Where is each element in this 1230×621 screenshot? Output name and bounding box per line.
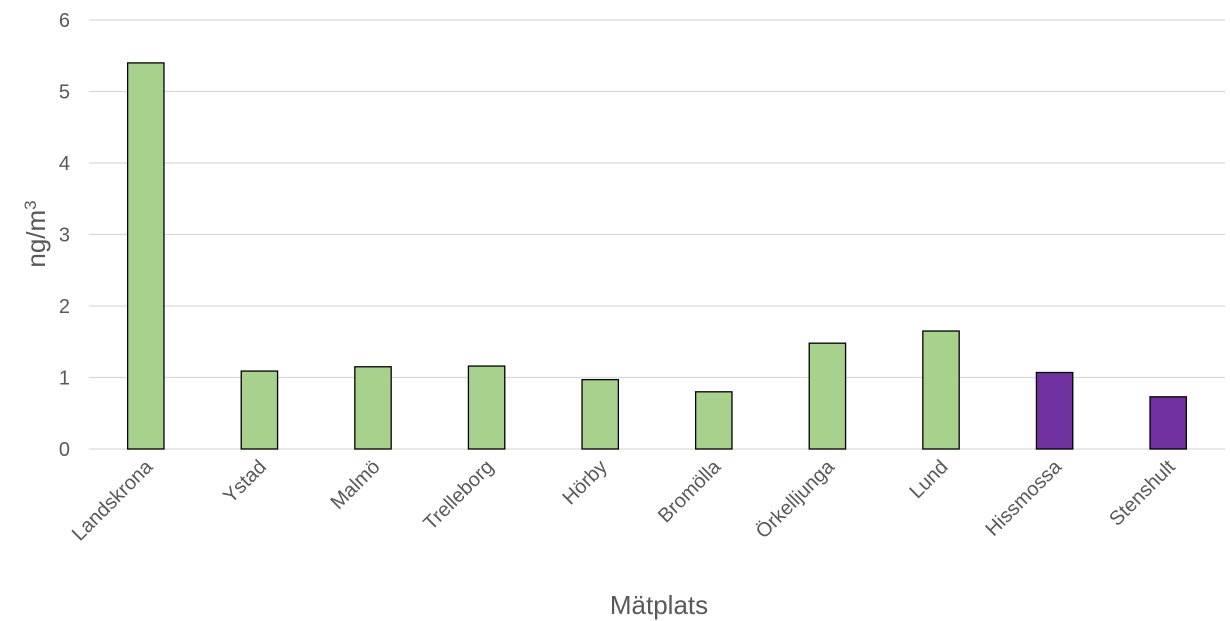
x-tick-label: Stenshult xyxy=(1105,456,1180,531)
bar-malmö xyxy=(354,366,392,450)
y-tick-label: 0 xyxy=(59,439,70,461)
bar-hissmossa xyxy=(1035,371,1074,450)
x-tick-label: Trelleborg xyxy=(419,456,498,535)
y-axis-title: ng/m3 xyxy=(21,200,52,267)
bar-stenshult xyxy=(1149,396,1188,450)
x-tick-label: Bromölla xyxy=(654,455,726,527)
gridlines xyxy=(89,19,1225,450)
y-tick-label: 3 xyxy=(59,225,70,247)
x-tick-label: Lund xyxy=(906,456,953,503)
y-axis-ticks: 0 1 2 3 4 5 6 xyxy=(59,10,70,461)
y-tick-label: 4 xyxy=(59,153,70,175)
x-tick-label: Malmö xyxy=(327,456,385,514)
bar-hörby xyxy=(581,378,620,450)
bar-örkelljunga xyxy=(808,342,847,450)
x-axis-title: Mätplats xyxy=(610,590,708,620)
x-tick-label: Ystad xyxy=(219,456,271,508)
y-tick-label: 2 xyxy=(59,296,70,318)
bar-trelleborg xyxy=(467,365,506,450)
bar-bromölla xyxy=(694,391,733,450)
y-axis-title-base: ng/m xyxy=(21,210,51,268)
x-tick-label: Landskrona xyxy=(68,455,158,545)
y-axis-title-superscript: 3 xyxy=(21,200,40,209)
x-tick-label: Hissmossa xyxy=(981,455,1066,540)
y-tick-label: 6 xyxy=(59,10,70,32)
bars xyxy=(126,62,1188,450)
bar-lund xyxy=(922,330,960,450)
y-tick-label: 1 xyxy=(59,368,70,390)
x-tick-label: Hörby xyxy=(558,456,611,509)
x-axis-ticks: Landskrona Ystad Malmö Trelleborg Hörby Bromö… xyxy=(68,455,1180,545)
x-tick-label: Örkelljunga xyxy=(752,455,840,543)
bar-ystad xyxy=(240,370,279,450)
bar-landskrona xyxy=(126,62,165,450)
y-tick-label: 5 xyxy=(59,82,70,104)
